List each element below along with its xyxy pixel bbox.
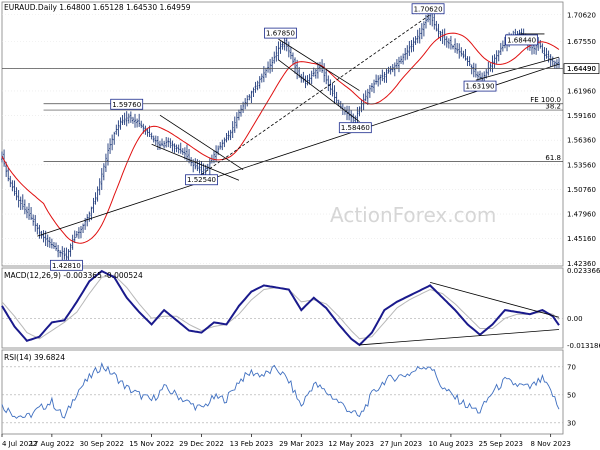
x-tick-label: 27 Jun 2023	[380, 440, 422, 448]
x-tick-label: 8 Nov 2023	[530, 440, 570, 448]
price-y-tick: 1.42360	[567, 260, 596, 268]
price-label-box	[264, 27, 297, 39]
rising-trendline	[37, 63, 560, 237]
fib-level-label: 38.2	[545, 103, 561, 111]
price-y-tick: 1.67550	[567, 38, 596, 46]
price-y-tick: 1.59160	[567, 112, 596, 120]
price-label: 1.42810	[52, 262, 81, 270]
price-label: 1.68440	[507, 36, 536, 44]
price-label-box	[338, 122, 372, 134]
fib-level-label: FE 100.0	[530, 96, 561, 104]
panel-frame	[1, 1, 564, 267]
moving-average-line	[1, 32, 560, 244]
x-tick-label: 12 May 2023	[328, 440, 374, 448]
flag-channel-upper	[278, 38, 360, 91]
macd-header: MACD(12,26,9) -0.003365 -0.000524	[4, 271, 143, 280]
falling-channel-upper	[159, 114, 244, 171]
price-label-box	[110, 98, 144, 110]
macd-trendline-lower	[359, 329, 560, 346]
macd-signal-line	[1, 274, 560, 340]
current-price-label: 1.64490	[567, 65, 596, 73]
fib-level-label: 61.8	[545, 154, 561, 162]
macd-panel	[1, 269, 560, 347]
price-y-tick: 1.50760	[567, 186, 596, 194]
rsi-line	[1, 362, 560, 419]
price-label-box	[411, 3, 445, 15]
price-y-tick: 1.64490	[567, 65, 596, 73]
x-tick-label: 29 Dec 2022	[179, 440, 224, 448]
channel-trendline	[192, 14, 431, 181]
macd-y-tick: -0.013186	[567, 342, 600, 350]
price-label-box	[50, 259, 83, 271]
macd-line	[1, 269, 560, 347]
macd-y-tick: 0.00	[567, 315, 583, 323]
price-label: 1.63190	[466, 83, 495, 91]
price-y-tick: 1.45160	[567, 235, 596, 243]
macd-y-tick: 0.023366	[567, 267, 600, 275]
rsi-panel	[1, 362, 560, 419]
watermark: ActionForex.com	[330, 203, 496, 227]
x-tick-label: 25 Sep 2023	[479, 440, 523, 448]
price-y-tick: 1.53560	[567, 161, 596, 169]
panel-frame	[1, 349, 564, 435]
axis-labels: 1.70620 1.67550 1.64490 1.61960 1.59160 1.563…	[1, 11, 600, 448]
panel-frame	[1, 267, 564, 349]
x-tick-label: 30 Sep 2022	[80, 440, 124, 448]
flag-channel-lower	[278, 59, 360, 123]
macd-trendline-upper	[430, 281, 560, 318]
falling-channel-lower	[151, 143, 240, 181]
x-tick-label: 15 Nov 2022	[129, 440, 174, 448]
rsi-y-tick: 50	[567, 391, 576, 399]
x-tick-label: 13 Feb 2023	[230, 440, 274, 448]
price-label-box	[463, 80, 497, 92]
price-y-tick: 1.70620	[567, 11, 596, 19]
price-y-tick: 1.47960	[567, 211, 596, 219]
price-label: 1.58460	[341, 124, 370, 132]
x-tick-label: 29 Mar 2023	[279, 440, 323, 448]
x-tick-label: 4 Jul 2022	[2, 440, 37, 448]
price-label: 1.67850	[266, 30, 295, 38]
price-y-tick: 1.61960	[567, 87, 596, 95]
price-panel: FE 100.038.2 61.8 1.64490 1.70620 1.67850 1.6…	[1, 3, 600, 271]
x-tick-label: 10 Aug 2023	[429, 440, 474, 448]
price-header: EURAUD.Daily 1.64800 1.65128 1.64530 1.6…	[4, 3, 191, 12]
x-tick-label: 17 Aug 2022	[29, 440, 74, 448]
current-price-tag	[563, 63, 600, 75]
price-label-box	[505, 34, 538, 46]
price-label: 1.70620	[414, 5, 443, 13]
rsi-header: RSI(14) 39.6824	[4, 353, 65, 362]
rsi-y-tick: 70	[567, 363, 576, 371]
price-label: 1.52540	[187, 176, 216, 184]
price-y-tick: 1.56360	[567, 137, 596, 145]
rsi-y-tick: 30	[567, 419, 576, 427]
price-label-box	[185, 174, 218, 186]
panel-frames	[1, 1, 564, 435]
price-label: 1.59760	[112, 101, 141, 109]
